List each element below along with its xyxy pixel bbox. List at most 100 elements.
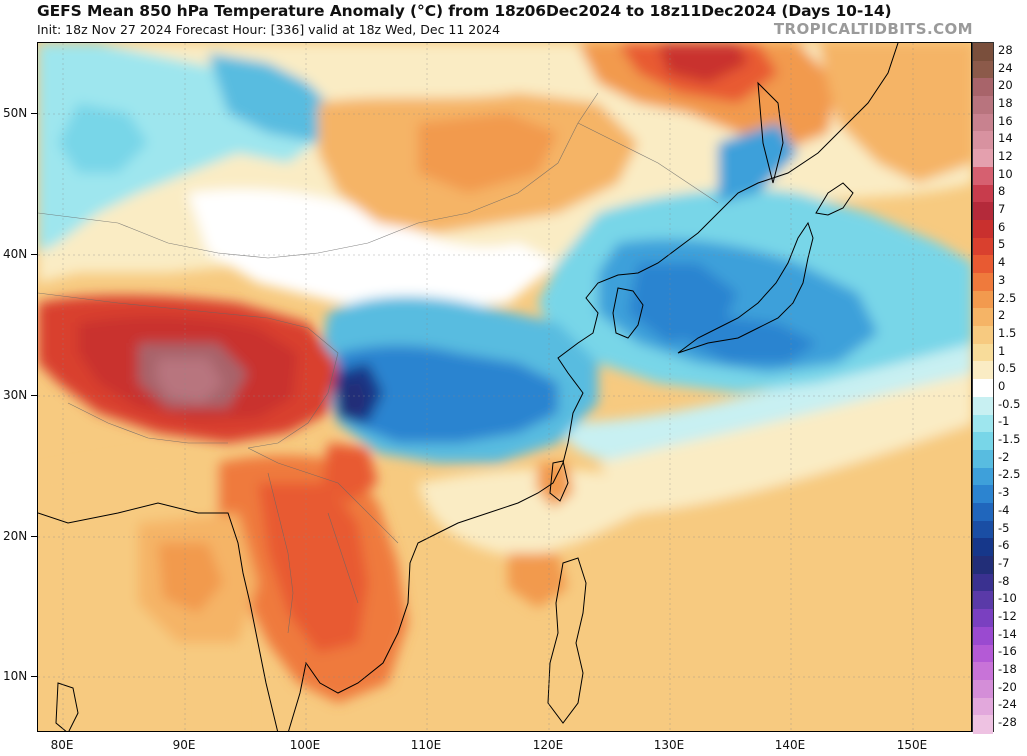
legend-swatch bbox=[973, 379, 993, 398]
lat-tick bbox=[31, 113, 37, 114]
legend-swatch bbox=[973, 43, 993, 62]
legend-label: -4 bbox=[998, 502, 1010, 517]
legend-swatch bbox=[973, 538, 993, 557]
legend-label: 18 bbox=[998, 95, 1013, 110]
lat-label-text: 40N bbox=[3, 247, 28, 261]
lon-label-130e: 130E bbox=[653, 738, 685, 752]
legend-swatch bbox=[973, 326, 993, 345]
legend-label: 10 bbox=[998, 166, 1013, 181]
legend-label: 14 bbox=[998, 131, 1013, 146]
legend-swatch bbox=[973, 644, 993, 663]
legend-label: 20 bbox=[998, 78, 1013, 93]
lat-label-20n: 20N bbox=[3, 529, 37, 543]
legend-label: -5 bbox=[998, 520, 1010, 535]
legend-swatch bbox=[973, 432, 993, 451]
legend-label: 8 bbox=[998, 184, 1006, 199]
lon-label-100e: 100E bbox=[289, 738, 321, 752]
site-watermark[interactable]: TROPICALTIDBITS.COM bbox=[773, 20, 973, 38]
legend-label: 28 bbox=[998, 42, 1013, 57]
legend-label: 5 bbox=[998, 237, 1006, 252]
legend-label: 4 bbox=[998, 255, 1006, 270]
legend-swatch bbox=[973, 237, 993, 256]
lon-label-140e: 140E bbox=[774, 738, 806, 752]
legend-label: 1.5 bbox=[998, 325, 1017, 340]
legend-swatch bbox=[973, 520, 993, 539]
legend-label: -1.5 bbox=[998, 432, 1021, 447]
legend-swatch bbox=[973, 396, 993, 416]
legend-label: -3 bbox=[998, 485, 1010, 500]
lon-label-150e: 150E bbox=[896, 738, 928, 752]
legend-label: -7 bbox=[998, 555, 1010, 570]
lat-label-text: 20N bbox=[3, 529, 28, 543]
legend-label: 2 bbox=[998, 308, 1006, 323]
lon-label-110e: 110E bbox=[410, 738, 442, 752]
legend-swatch bbox=[973, 449, 993, 469]
lat-label-10n: 10N bbox=[3, 669, 37, 683]
legend-label: -24 bbox=[998, 697, 1017, 712]
legend-swatch bbox=[973, 715, 993, 734]
legend-swatch bbox=[973, 679, 993, 699]
legend-swatch bbox=[973, 273, 993, 292]
legend-swatch bbox=[973, 503, 993, 522]
legend-swatch bbox=[973, 697, 993, 716]
map-header: GEFS Mean 850 hPa Temperature Anomaly (°… bbox=[0, 0, 1027, 42]
legend-swatch bbox=[973, 556, 993, 575]
legend-swatch bbox=[973, 96, 993, 115]
lat-tick bbox=[31, 536, 37, 537]
legend-label: 0 bbox=[998, 379, 1006, 393]
anomaly-map bbox=[37, 42, 972, 732]
lon-label-120e: 120E bbox=[532, 738, 564, 752]
legend-label: -0.5 bbox=[998, 396, 1021, 411]
legend-swatch bbox=[973, 343, 993, 363]
lat-label-text: 30N bbox=[3, 388, 28, 402]
lat-tick bbox=[31, 254, 37, 255]
legend-swatch bbox=[973, 290, 993, 309]
legend-swatch bbox=[973, 113, 993, 133]
lon-label-90e: 90E bbox=[172, 738, 196, 752]
legend-label: -1 bbox=[998, 414, 1010, 429]
legend-label: -6 bbox=[998, 538, 1010, 553]
legend-swatch bbox=[973, 131, 993, 150]
legend-label: -20 bbox=[998, 679, 1017, 694]
map-subtitle: Init: 18z Nov 27 2024 Forecast Hour: [33… bbox=[37, 22, 501, 37]
legend-label: 7 bbox=[998, 202, 1006, 217]
legend-label: -16 bbox=[998, 644, 1017, 659]
legend-swatch bbox=[973, 591, 993, 610]
graticule bbox=[38, 43, 971, 731]
lon-label-80e: 80E bbox=[50, 738, 74, 752]
legend-swatch bbox=[973, 485, 993, 504]
legend-label: 3 bbox=[998, 272, 1006, 287]
legend-label: -10 bbox=[998, 591, 1017, 606]
legend-label: 6 bbox=[998, 219, 1006, 234]
legend-swatch bbox=[973, 414, 993, 433]
political-borders bbox=[38, 92, 719, 634]
legend-swatch bbox=[973, 149, 993, 168]
legend-label: -14 bbox=[998, 626, 1017, 641]
legend-label: 24 bbox=[998, 60, 1013, 75]
legend-label: 12 bbox=[998, 149, 1013, 163]
lat-tick bbox=[31, 395, 37, 396]
legend-swatch bbox=[973, 662, 993, 681]
legend-label: -2 bbox=[998, 449, 1010, 464]
legend-swatch bbox=[973, 308, 993, 327]
legend-swatch bbox=[973, 467, 993, 486]
lat-label-text: 50N bbox=[3, 106, 28, 120]
lat-label-50n: 50N bbox=[3, 106, 37, 120]
lat-label-30n: 30N bbox=[3, 388, 37, 402]
legend-label: -28 bbox=[998, 715, 1017, 730]
legend-label: -18 bbox=[998, 662, 1017, 677]
coastlines bbox=[38, 43, 899, 731]
legend-label: 0.5 bbox=[998, 361, 1017, 376]
legend-swatch bbox=[973, 166, 993, 186]
legend-swatch bbox=[973, 609, 993, 628]
legend-label: 1 bbox=[998, 343, 1006, 358]
legend-label: -12 bbox=[998, 609, 1017, 623]
legend-swatch bbox=[973, 184, 993, 203]
legend-swatch bbox=[973, 626, 993, 646]
legend-swatch bbox=[973, 255, 993, 274]
legend-swatch bbox=[973, 78, 993, 97]
legend-swatch bbox=[973, 573, 993, 593]
color-legend bbox=[972, 42, 994, 734]
map-title: GEFS Mean 850 hPa Temperature Anomaly (°… bbox=[37, 2, 892, 20]
legend-label: -2.5 bbox=[998, 467, 1021, 482]
